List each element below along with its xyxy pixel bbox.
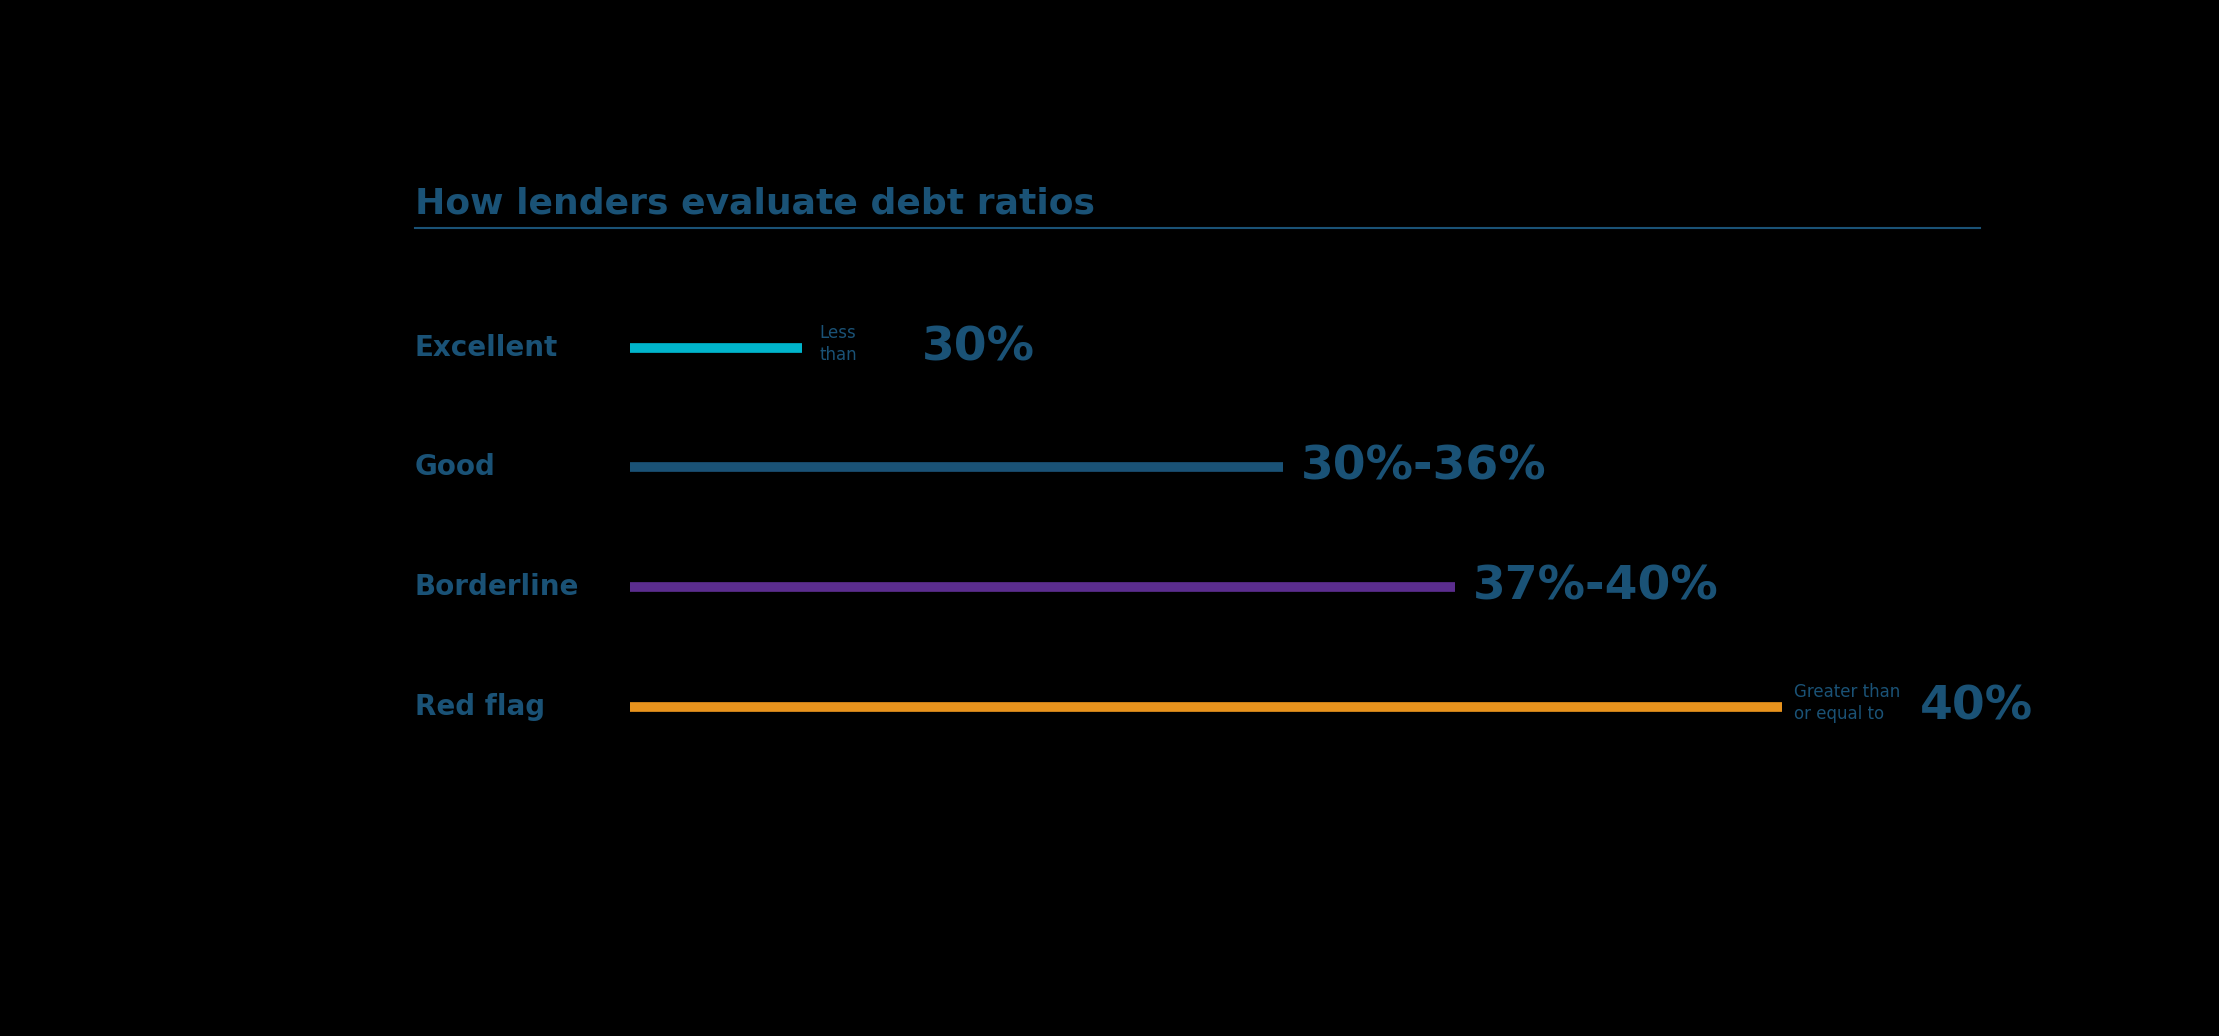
Text: Borderline: Borderline	[415, 573, 579, 601]
Text: How lenders evaluate debt ratios: How lenders evaluate debt ratios	[415, 186, 1094, 220]
Text: 40%: 40%	[1919, 684, 2033, 729]
Text: Less
than: Less than	[819, 323, 857, 364]
Text: 37%-40%: 37%-40%	[1473, 565, 1718, 609]
Text: Excellent: Excellent	[415, 334, 559, 362]
Text: Good: Good	[415, 454, 495, 482]
Text: 30%-36%: 30%-36%	[1300, 444, 1547, 490]
Text: Red flag: Red flag	[415, 693, 546, 721]
Text: Greater than
or equal to: Greater than or equal to	[1795, 683, 1899, 723]
Text: 30%: 30%	[923, 325, 1036, 370]
